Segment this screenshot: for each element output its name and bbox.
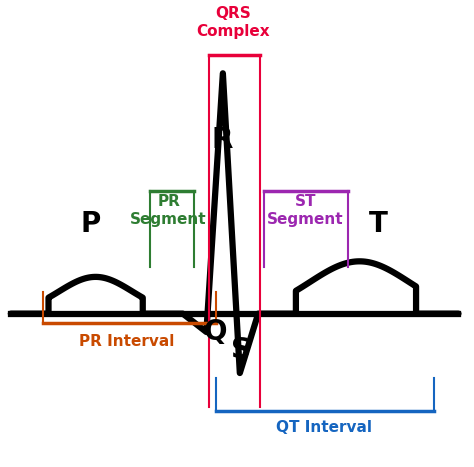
Text: QRS
Complex: QRS Complex xyxy=(196,7,270,39)
Text: QT Interval: QT Interval xyxy=(276,420,372,435)
Text: Q: Q xyxy=(204,318,228,347)
Text: T: T xyxy=(369,210,388,238)
Text: PR Interval: PR Interval xyxy=(79,334,174,349)
Text: PR
Segment: PR Segment xyxy=(130,194,207,226)
Text: S: S xyxy=(231,336,251,364)
Text: P: P xyxy=(81,210,101,238)
Text: R: R xyxy=(211,127,233,155)
Text: ST
Segment: ST Segment xyxy=(267,194,344,226)
